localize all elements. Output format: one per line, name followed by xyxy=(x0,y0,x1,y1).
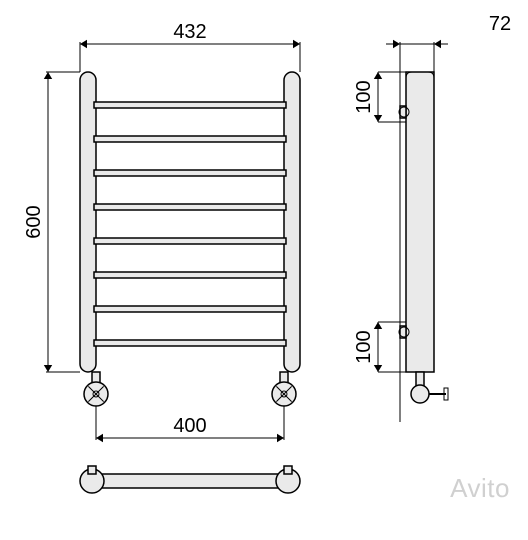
front-view xyxy=(80,72,300,406)
top-view xyxy=(80,466,300,493)
side-view xyxy=(399,52,448,422)
svg-text:600: 600 xyxy=(23,205,45,238)
svg-text:100: 100 xyxy=(353,330,375,363)
svg-text:100: 100 xyxy=(353,80,375,113)
svg-text:72: 72 xyxy=(489,13,511,35)
svg-text:400: 400 xyxy=(173,415,206,437)
svg-text:432: 432 xyxy=(173,21,206,43)
